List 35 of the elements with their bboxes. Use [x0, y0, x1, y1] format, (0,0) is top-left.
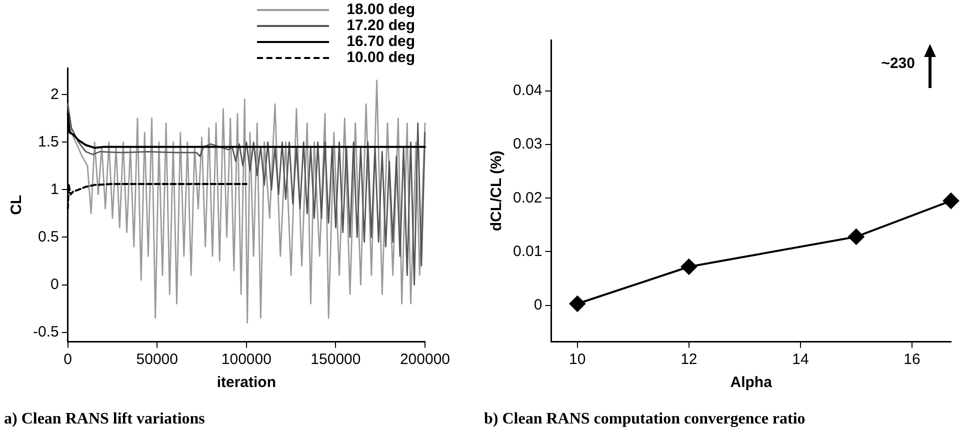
y-tick-label: 2 [50, 86, 59, 103]
legend-label: 10.00 deg [346, 49, 415, 66]
x-tick-label: 12 [680, 350, 698, 368]
x-tick-label: 10 [569, 350, 586, 368]
point [943, 192, 959, 209]
y-tick-label: 0.03 [512, 136, 542, 153]
text: a) Clean RANS lift variations [4, 410, 205, 428]
x-tick-label: 16 [904, 350, 920, 368]
x-tick-label: 50000 [136, 350, 178, 368]
x-tick-label: 200000 [400, 350, 450, 368]
x-tick-label: 100000 [221, 350, 272, 368]
point [569, 296, 586, 312]
point [848, 228, 864, 245]
y-tick-label: 0 [534, 296, 542, 314]
y-tick-label: 0.02 [512, 189, 542, 206]
y-tick-label: 1 [50, 180, 59, 198]
x-tick-label: 150000 [310, 350, 361, 368]
x-axis-title: iteration [216, 374, 276, 391]
y-axis-title: dCL/CL (%) [488, 150, 506, 232]
point [680, 258, 697, 275]
x-axis-title: Alpha [730, 374, 773, 391]
y-tick-label: 1.5 [38, 133, 59, 150]
text: b) Clean RANS computation convergence ratio [484, 410, 806, 428]
y-axis-title: CL [8, 194, 26, 215]
legend-label: 18.00 deg [346, 1, 415, 18]
x-tick-label: 14 [792, 350, 809, 368]
y-tick-label: 0.04 [512, 82, 542, 100]
legend-label: 16.70 deg [346, 33, 415, 50]
y-tick-label: 0.5 [38, 228, 59, 246]
annotation: ~230 [881, 55, 915, 72]
y-tick-label: 0 [50, 276, 59, 293]
y-tick-label: -0.5 [32, 323, 59, 340]
x-tick-label: 0 [64, 350, 72, 368]
legend-label: 17.20 deg [346, 17, 415, 34]
y-tick-label: 0.01 [512, 242, 542, 260]
